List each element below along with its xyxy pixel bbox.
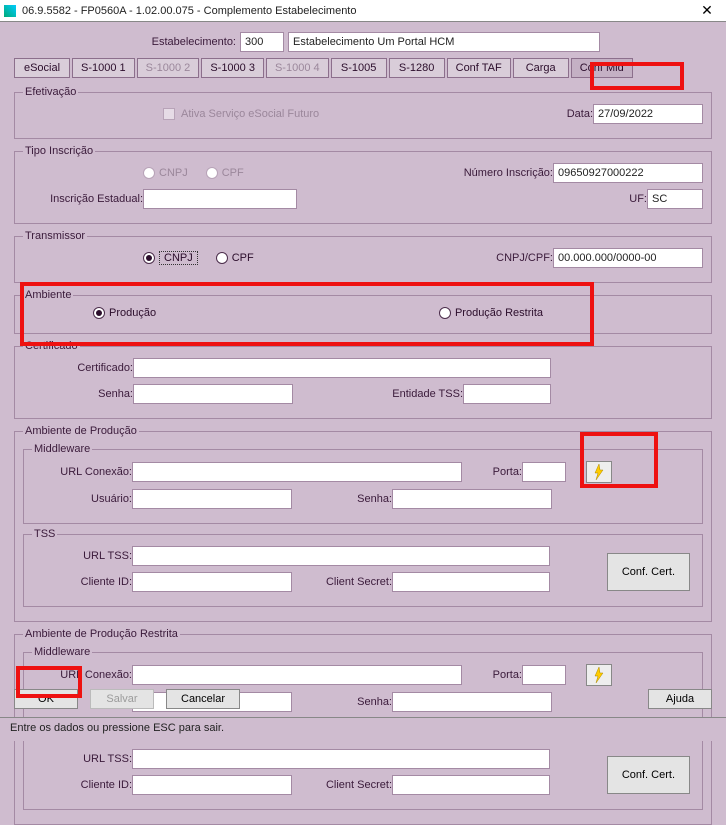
ent-tss-label: Entidade TSS: (293, 388, 463, 400)
radio-amb-restrita[interactable]: Produção Restrita (439, 307, 543, 319)
fieldset-ambiente: Ambiente Produção Produção Restrita (14, 289, 712, 334)
titlebar: 06.9.5582 - FP0560A - 1.02.00.075 - Comp… (0, 0, 726, 22)
prod-porta-input[interactable] (522, 462, 566, 482)
prod-senha-input[interactable] (392, 489, 552, 509)
estab-desc-input[interactable] (288, 32, 600, 52)
estab-code-input[interactable] (240, 32, 284, 52)
radio-tr-cnpj[interactable]: CNPJ (143, 251, 198, 265)
rest-url-input[interactable] (132, 665, 462, 685)
legend-ambiente: Ambiente (23, 289, 73, 301)
prod-secret-input[interactable] (392, 572, 550, 592)
prod-url-input[interactable] (132, 462, 462, 482)
num-inscricao-input[interactable] (553, 163, 703, 183)
fieldset-amb-producao: Ambiente de Produção Middleware URL Cone… (14, 425, 712, 622)
prod-url-label: URL Conexão: (32, 466, 132, 478)
rest-secret-input[interactable] (392, 775, 550, 795)
tab-s1280[interactable]: S-1280 (389, 58, 445, 78)
fieldset-rest-tss: TSS URL TSS: Cliente ID: Client Secret: (23, 731, 703, 810)
legend-rest-mw: Middleware (32, 646, 92, 658)
prod-senha-label: Senha: (292, 493, 392, 505)
cnpjcpf-input[interactable] (553, 248, 703, 268)
ent-tss-input[interactable] (463, 384, 551, 404)
radio-amb-prod[interactable]: Produção (93, 307, 156, 319)
tab-confmid[interactable]: Conf Mid (571, 58, 633, 78)
tab-carga[interactable]: Carga (513, 58, 569, 78)
prod-usuario-label: Usuário: (32, 493, 132, 505)
cert-senha-input[interactable] (133, 384, 293, 404)
radio-ti-cpf: CPF (206, 167, 244, 179)
fieldset-prod-mw: Middleware URL Conexão: Porta: Usuário: … (23, 443, 703, 524)
fieldset-efetivacao: Efetivação Ativa Serviço eSocial Futuro … (14, 86, 712, 139)
status-text: Entre os dados ou pressione ESC para sai… (10, 722, 224, 734)
fieldset-rest-mw: Middleware URL Conexão: Porta: Usuário: … (23, 646, 703, 727)
num-inscricao-label: Número Inscrição: (449, 167, 553, 179)
ok-button[interactable]: OK (14, 689, 78, 709)
cert-label: Certificado: (23, 362, 133, 374)
rest-test-button[interactable] (586, 664, 612, 686)
tab-conftaf[interactable]: Conf TAF (447, 58, 511, 78)
rest-porta-label: Porta: (462, 669, 522, 681)
tab-esocial[interactable]: eSocial (14, 58, 70, 78)
legend-amb-restrita: Ambiente de Produção Restrita (23, 628, 180, 640)
cancelar-button[interactable]: Cancelar (166, 689, 240, 709)
legend-amb-prod: Ambiente de Produção (23, 425, 139, 437)
cert-input[interactable] (133, 358, 551, 378)
rest-porta-input[interactable] (522, 665, 566, 685)
rest-urltss-input[interactable] (132, 749, 550, 769)
tab-s1005[interactable]: S-1005 (331, 58, 387, 78)
fieldset-certificado: Certificado Certificado: Senha: Entidade… (14, 340, 712, 419)
rest-urltss-label: URL TSS: (32, 753, 132, 765)
uf-label: UF: (617, 193, 647, 205)
tab-s1000-4: S-1000 4 (266, 58, 329, 78)
data-label: Data: (553, 108, 593, 120)
rest-cli-label: Cliente ID: (32, 779, 132, 791)
close-icon[interactable]: ✕ (692, 2, 722, 19)
rest-cli-input[interactable] (132, 775, 292, 795)
statusbar: Entre os dados ou pressione ESC para sai… (0, 717, 726, 741)
fieldset-tipo-inscricao: Tipo Inscrição CNPJ CPF Número Inscrição… (14, 145, 712, 224)
tab-s1000-3[interactable]: S-1000 3 (201, 58, 264, 78)
legend-tipo-inscricao: Tipo Inscrição (23, 145, 95, 157)
window-title: 06.9.5582 - FP0560A - 1.02.00.075 - Comp… (22, 5, 692, 17)
prod-usuario-input[interactable] (132, 489, 292, 509)
legend-certificado: Certificado (23, 340, 80, 352)
app-icon (4, 5, 16, 17)
fieldset-transmissor: Transmissor CNPJ CPF CNPJ/CPF: (14, 230, 712, 283)
prod-secret-label: Client Secret: (292, 576, 392, 588)
rest-secret-label: Client Secret: (292, 779, 392, 791)
rest-conf-cert-button[interactable]: Conf. Cert. (607, 756, 690, 794)
ie-label: Inscrição Estadual: (23, 193, 143, 205)
ativa-checkbox (163, 108, 175, 120)
cert-senha-label: Senha: (23, 388, 133, 400)
data-input[interactable] (593, 104, 703, 124)
salvar-button: Salvar (90, 689, 154, 709)
legend-prod-mw: Middleware (32, 443, 92, 455)
radio-tr-cpf[interactable]: CPF (216, 252, 254, 264)
ativa-label: Ativa Serviço eSocial Futuro (181, 108, 319, 120)
tab-s1000-1[interactable]: S-1000 1 (72, 58, 135, 78)
prod-urltss-input[interactable] (132, 546, 550, 566)
ajuda-button[interactable]: Ajuda (648, 689, 712, 709)
prod-porta-label: Porta: (462, 466, 522, 478)
uf-input[interactable] (647, 189, 703, 209)
tab-s1000-2: S-1000 2 (137, 58, 200, 78)
prod-urltss-label: URL TSS: (32, 550, 132, 562)
prod-conf-cert-button[interactable]: Conf. Cert. (607, 553, 690, 591)
legend-efetivacao: Efetivação (23, 86, 78, 98)
radio-ti-cnpj: CNPJ (143, 167, 188, 179)
legend-prod-tss: TSS (32, 528, 57, 540)
cnpjcpf-label: CNPJ/CPF: (483, 252, 553, 264)
ie-input[interactable] (143, 189, 297, 209)
rest-url-label: URL Conexão: (32, 669, 132, 681)
fieldset-prod-tss: TSS URL TSS: Cliente ID: Client Secret: (23, 528, 703, 607)
estab-label: Estabelecimento: (126, 36, 236, 48)
prod-test-button[interactable] (586, 461, 612, 483)
tabstrip: eSocial S-1000 1 S-1000 2 S-1000 3 S-100… (14, 58, 712, 78)
prod-cli-input[interactable] (132, 572, 292, 592)
legend-transmissor: Transmissor (23, 230, 87, 242)
prod-cli-label: Cliente ID: (32, 576, 132, 588)
